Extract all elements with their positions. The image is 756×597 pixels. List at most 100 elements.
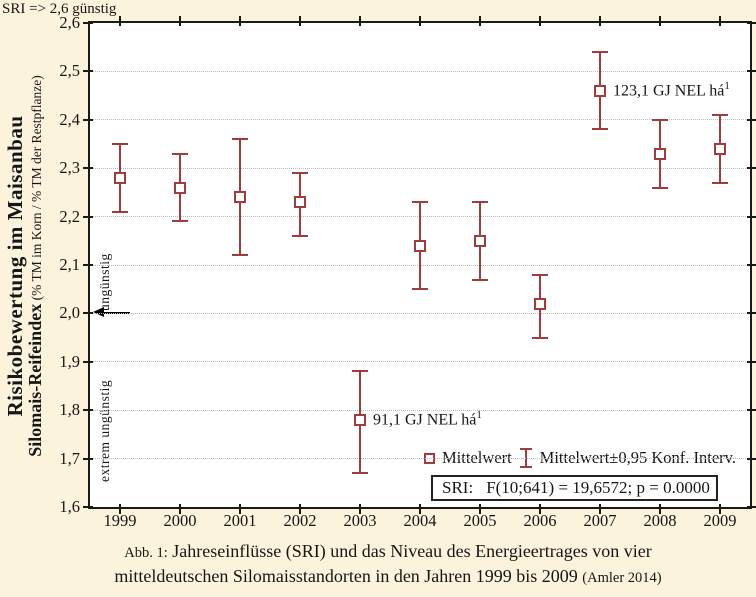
y-tick-mark — [747, 360, 756, 363]
gridline — [90, 167, 750, 169]
data-point-marker — [594, 84, 606, 97]
error-bar-cap-top — [712, 113, 728, 116]
x-tick-label: 2002 — [283, 511, 317, 530]
x-tick-label: 2003 — [343, 511, 377, 530]
error-bar-cap-top — [112, 143, 128, 145]
y-tick-mark — [83, 118, 93, 121]
x-tick-mark — [359, 16, 361, 26]
legend-ci-label: Mittelwert±0,95 Konf. Interv. — [539, 448, 736, 467]
x-tick-mark — [239, 504, 241, 514]
error-bar-cap-top — [472, 201, 488, 204]
y-tick-mark — [83, 360, 93, 363]
stats-box: SRI: F(10;641) = 19,6572; p = 0.0000 — [431, 475, 718, 501]
x-tick-mark — [239, 16, 241, 26]
error-bar-cap-bottom — [412, 288, 428, 291]
x-tick-mark — [719, 16, 721, 26]
y-tick-mark — [747, 506, 756, 508]
x-tick-mark — [179, 16, 181, 26]
x-tick-mark — [539, 504, 541, 514]
y-tick-label: 2,1 — [59, 255, 80, 274]
y-tick-label: 2,3 — [59, 158, 80, 178]
y-tick-mark — [83, 264, 93, 266]
x-tick-mark — [659, 504, 661, 514]
y-tick-mark — [747, 118, 756, 121]
legend: Mittelwert Mittelwert±0,95 Konf. Interv. — [424, 446, 736, 470]
error-bar-cap-top — [232, 138, 248, 141]
y-tick-mark — [83, 22, 93, 24]
y-tick-label: 2,4 — [59, 109, 80, 129]
caption-suffix: (Amler 2014) — [582, 569, 662, 586]
stats-box-label: SRI: — [442, 478, 474, 497]
error-bar-cap-top — [412, 201, 428, 204]
error-bar-cap-bottom — [652, 186, 668, 189]
y-tick-mark — [747, 215, 756, 218]
gridline — [90, 458, 750, 460]
error-bar-cap-bottom — [292, 234, 308, 237]
legend-mean-marker-icon — [424, 452, 435, 464]
gridline — [90, 312, 750, 314]
annotation-label: 91,1 GJ NEL há1 — [373, 408, 482, 429]
x-tick-mark — [479, 16, 481, 26]
x-tick-label: 1999 — [103, 511, 137, 530]
x-tick-mark — [119, 16, 121, 26]
y-tick-mark — [83, 457, 93, 460]
x-tick-label: 2006 — [523, 511, 557, 530]
x-tick-label: 2009 — [703, 511, 737, 530]
x-tick-mark — [299, 504, 301, 514]
y-tick-mark — [83, 167, 93, 170]
zone-label-unfavourable: ungünstig — [97, 253, 112, 311]
x-tick-label: 2004 — [403, 511, 437, 530]
y-tick-mark — [747, 70, 756, 73]
data-point-marker — [354, 413, 366, 426]
y-tick-mark — [83, 506, 93, 508]
x-tick-mark — [179, 504, 181, 514]
y-tick-label: 2,2 — [59, 206, 80, 226]
y-tick-mark — [747, 264, 756, 266]
error-bar-cap-bottom — [532, 336, 548, 339]
y-axis-title-sub: Silomais-Reifeindex — [25, 303, 46, 457]
data-point-marker — [234, 191, 246, 204]
threshold-note: SRI => 2,6 günstig — [2, 1, 117, 17]
y-axis-title-main: Risikobewertung im Maisanbau — [3, 115, 27, 417]
reference-arrow-head-icon — [93, 307, 104, 318]
plot-area: ungünstig extrem ungünstig Mittelwert Mi… — [83, 16, 756, 514]
caption-line-2: mitteldeutschen Silomaisstandorten in de… — [30, 564, 746, 589]
x-tick-mark — [419, 504, 421, 514]
y-tick-label: 1,7 — [59, 448, 80, 468]
caption-text-1: Jahreseinflüsse (SRI) und das Niveau des… — [172, 541, 652, 561]
data-point-marker — [294, 196, 306, 209]
y-tick-label: 1,9 — [59, 351, 80, 371]
x-tick-mark — [599, 16, 601, 26]
annotation-label: 123,1 GJ NEL há1 — [613, 79, 730, 100]
caption-prefix: Abb. 1: — [124, 545, 168, 561]
legend-ci-errorbar-icon — [519, 448, 532, 468]
x-tick-mark — [119, 504, 121, 514]
y-tick-label: 1,8 — [59, 400, 80, 420]
error-bar-cap-top — [352, 370, 368, 373]
x-tick-label: 2000 — [163, 511, 197, 530]
y-tick-label: 2,5 — [59, 61, 80, 81]
y-tick-label: 2,0 — [59, 303, 80, 323]
x-tick-mark — [539, 16, 541, 26]
legend-mean-label: Mittelwert — [442, 448, 512, 467]
x-tick-label: 2005 — [463, 511, 497, 530]
error-bar-cap-bottom — [712, 181, 728, 184]
error-bar-cap-bottom — [592, 128, 608, 131]
x-tick-mark — [659, 16, 661, 26]
zone-label-extremely-unfavourable: extrem ungünstig — [97, 379, 112, 482]
y-tick-mark — [747, 312, 756, 315]
x-tick-mark — [299, 16, 301, 26]
caption: Abb. 1: Jahreseinflüsse (SRI) und das Ni… — [30, 539, 746, 588]
error-bar-cap-top — [592, 51, 608, 54]
y-tick-mark — [83, 70, 93, 73]
y-tick-mark — [83, 312, 93, 315]
y-tick-mark — [747, 22, 756, 24]
x-tick-mark — [719, 504, 721, 514]
data-point-marker — [174, 181, 186, 194]
data-point-marker — [654, 147, 666, 160]
error-bar-cap-bottom — [232, 254, 248, 257]
error-bar-cap-top — [172, 152, 188, 155]
y-tick-mark — [83, 409, 93, 412]
y-tick-label: 2,6 — [59, 13, 80, 32]
data-point-marker — [534, 297, 546, 310]
